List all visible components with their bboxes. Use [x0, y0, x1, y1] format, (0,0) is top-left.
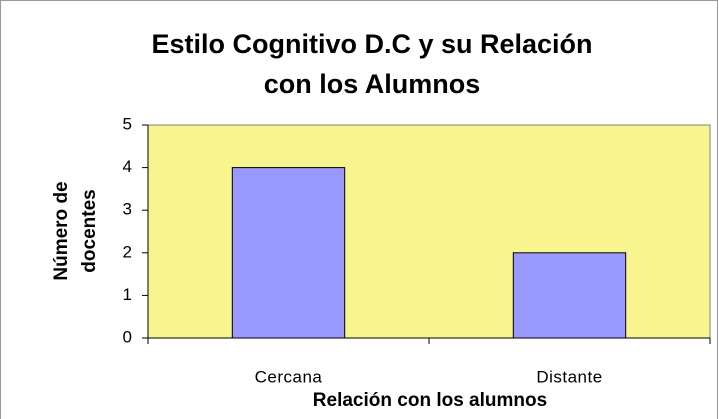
x-tick-label: Cercana: [255, 367, 323, 386]
bar: [231, 167, 346, 339]
y-tick-label: 2: [123, 242, 132, 261]
bar: [512, 252, 627, 339]
chart-title: con los Alumnos: [264, 69, 481, 99]
y-axis-title: docentes: [79, 189, 100, 272]
x-axis-title: Relación con los alumnos: [313, 390, 547, 411]
y-tick-label: 4: [123, 157, 132, 176]
y-tick-label: 0: [123, 327, 132, 346]
x-tick-label: Distante: [536, 367, 602, 386]
y-tick-label: 1: [123, 285, 132, 304]
y-tick-label: 3: [123, 200, 132, 219]
y-tick-label: 5: [123, 114, 132, 133]
chart-title: Estilo Cognitivo D.C y su Relación: [151, 29, 592, 59]
y-axis-title: Número de: [51, 181, 72, 280]
